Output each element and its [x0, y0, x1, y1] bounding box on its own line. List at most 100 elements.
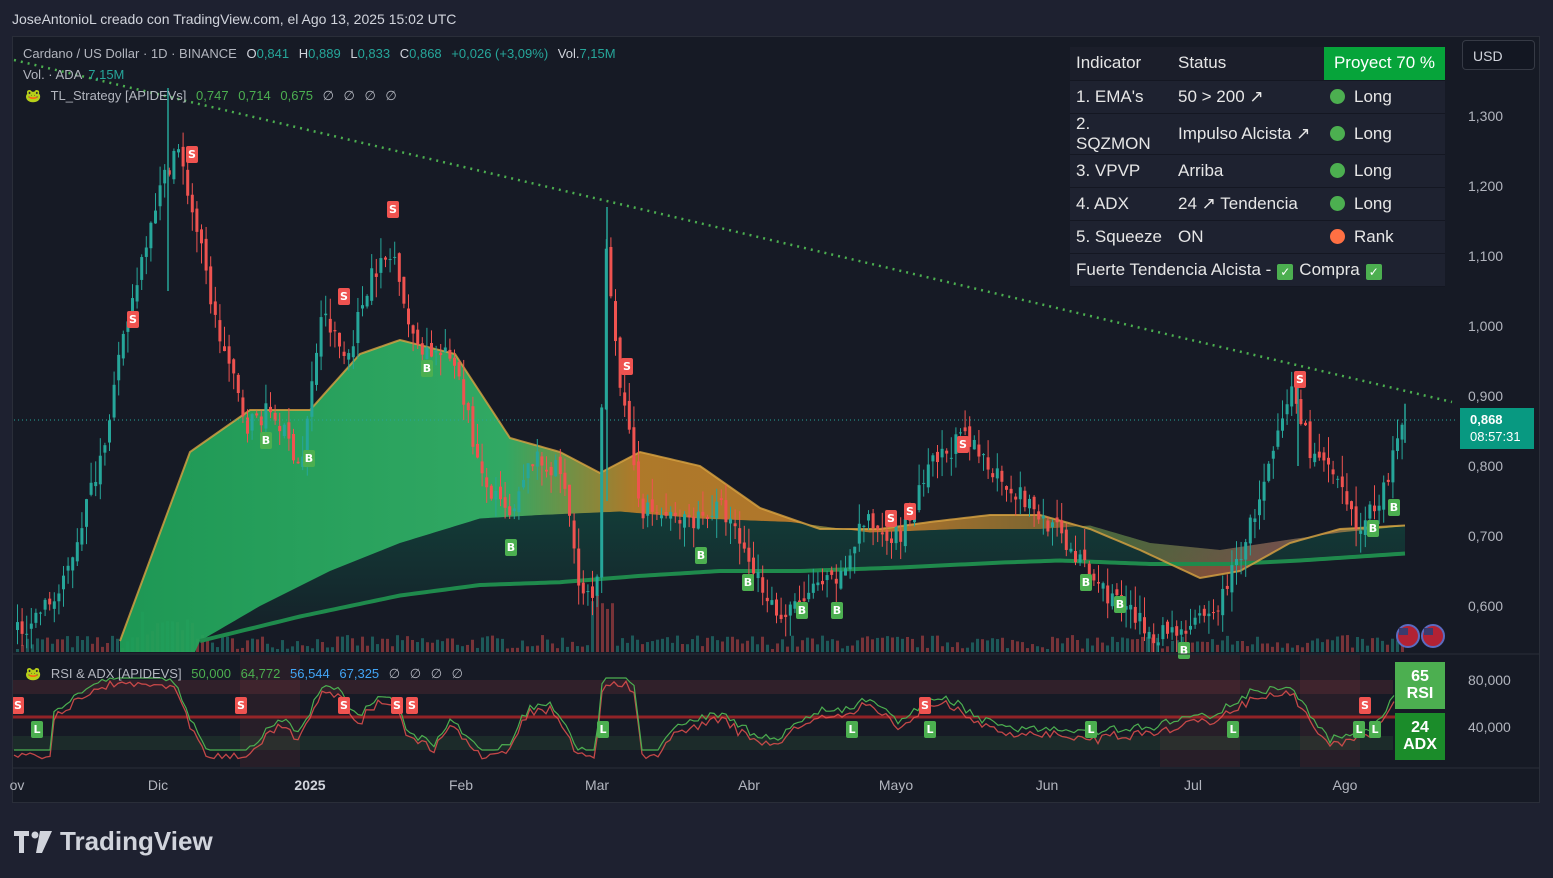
candle-body [683, 514, 686, 528]
candle-body [798, 600, 801, 603]
long-signal: L [597, 721, 609, 738]
candle-body [62, 575, 65, 590]
volume-bar [426, 642, 429, 652]
trendline [13, 58, 1453, 404]
candles [16, 88, 1406, 652]
candle-body [213, 301, 217, 315]
candle-body [1202, 608, 1206, 616]
candle-body [1189, 625, 1192, 630]
price-axis-label: 0,900 [1468, 388, 1504, 404]
svg-text:S: S [887, 512, 895, 525]
candle-body [255, 413, 259, 416]
volume-bar [456, 644, 459, 652]
volume-bar [461, 646, 464, 652]
candle-body [558, 456, 562, 475]
candle-body [273, 412, 277, 421]
volume-bar [501, 638, 504, 652]
buy-signal: B [1080, 574, 1092, 591]
volume-bar [1011, 639, 1014, 652]
high-value: 0,889 [308, 46, 341, 61]
tradingview-logo[interactable]: TradingView [14, 826, 213, 857]
volume-bar [586, 645, 589, 652]
volume-bar [76, 636, 79, 652]
volume-bar [661, 638, 664, 652]
flag-icons[interactable] [1396, 624, 1445, 648]
svg-text:S: S [188, 148, 196, 161]
candle-body [195, 208, 199, 232]
candle-body [807, 592, 811, 600]
svg-text:L: L [1087, 723, 1094, 736]
strategy-icon: 🐸 [25, 88, 42, 103]
volume-bar [1076, 640, 1079, 652]
volume-bar [361, 636, 364, 652]
volume-bar [931, 635, 934, 652]
svg-text:L: L [926, 723, 933, 736]
sell-signal: S [338, 697, 350, 714]
candle-body [788, 604, 792, 616]
candle-body [89, 482, 93, 495]
price-axis-label: 1,100 [1468, 248, 1504, 264]
volume-bar [621, 638, 624, 652]
candle-body [1028, 498, 1031, 509]
rsi-indicator-name[interactable]: RSI & ADX [APIDEVS] [50, 666, 182, 681]
strategy-name[interactable]: TL_Strategy [APIDEVs] [50, 88, 187, 103]
bar-countdown: 08:57:31 [1470, 429, 1521, 444]
time-axis-label: Ago [1332, 777, 1358, 793]
candle-body [1092, 573, 1096, 581]
volume-bar [496, 638, 499, 652]
candle-body [972, 439, 976, 450]
buy-signal: B [260, 432, 272, 449]
long-signal: L [1227, 721, 1239, 738]
volume-bar [211, 642, 214, 652]
volume-bar [466, 644, 469, 652]
volume-bar [356, 645, 359, 652]
volume-bar [1006, 648, 1009, 652]
candle-body [678, 520, 682, 524]
candle-body [853, 546, 857, 554]
symbol-name[interactable]: Cardano / US Dollar · 1D · BINANCE [23, 46, 237, 61]
candle-body [586, 591, 590, 593]
volume-bar [1046, 648, 1049, 652]
buy-signal: B [695, 547, 707, 564]
volume-bar [851, 645, 854, 652]
volume-bar [241, 647, 244, 652]
strategy-legend: 🐸 TL_Strategy [APIDEVs] 0,747 0,714 0,67… [25, 88, 397, 103]
volume-bar [631, 635, 634, 652]
candle-body [117, 354, 121, 381]
candle-body [1184, 630, 1188, 634]
candle-body [1368, 504, 1372, 519]
candle-body [632, 427, 636, 466]
candle-body [692, 516, 696, 529]
volume-bar [1236, 640, 1239, 652]
candle-body [899, 530, 903, 542]
rsi-pane [13, 655, 1395, 767]
candle-body [885, 530, 889, 541]
candle-body [1129, 604, 1133, 610]
volume-bar [711, 636, 714, 652]
volume-bar [1171, 640, 1174, 652]
candle-body [1373, 505, 1376, 512]
candle-body [724, 500, 728, 523]
volume-bar [906, 636, 909, 652]
sell-signal: S [235, 697, 247, 714]
candle-body [968, 426, 972, 447]
candle-body [103, 445, 107, 453]
candle-body [43, 599, 47, 610]
candle-body [71, 557, 75, 571]
sell-signal: S [904, 503, 916, 520]
volume-bar [891, 637, 894, 652]
candle-body [719, 498, 723, 501]
currency-button[interactable]: USD [1462, 40, 1535, 70]
volume-bar [91, 643, 94, 652]
candle-body [954, 434, 958, 454]
svg-text:B: B [305, 452, 313, 465]
candle-body [922, 482, 926, 484]
candle-body [1285, 404, 1289, 415]
candle-body [163, 169, 167, 184]
chart-header: JoseAntonioL creado con TradingView.com,… [0, 0, 1553, 36]
volume-bar [1176, 640, 1179, 652]
candle-body [1230, 565, 1234, 593]
volume-bar [51, 643, 54, 652]
footer [0, 803, 1553, 878]
